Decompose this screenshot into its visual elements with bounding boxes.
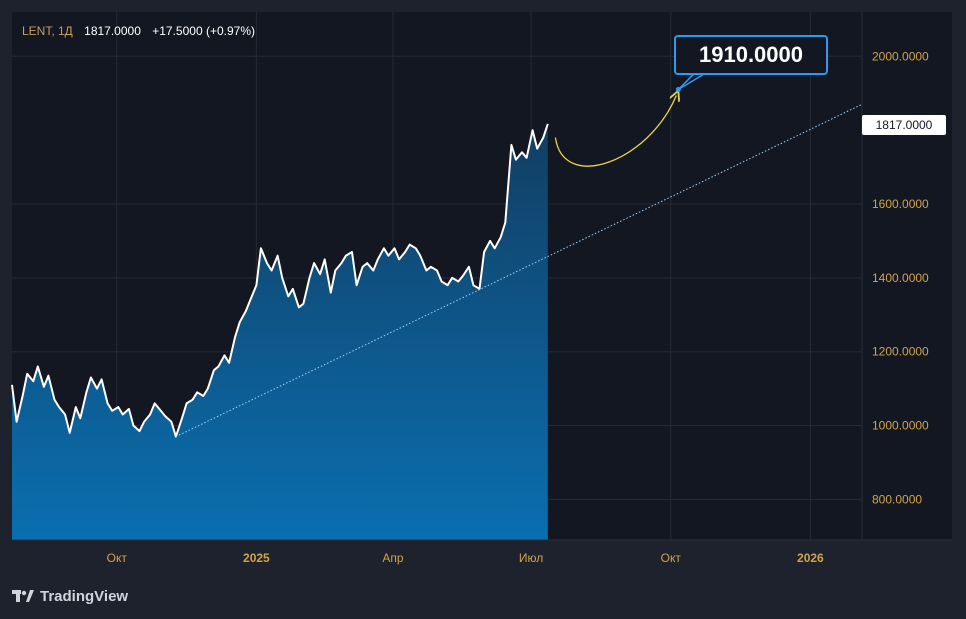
- price-area: [12, 123, 548, 541]
- y-tick-label: 1400.0000: [872, 271, 929, 285]
- forecast-arrow: [554, 96, 676, 167]
- target-point: [675, 87, 681, 93]
- target-price-callout[interactable]: 1910.0000: [674, 35, 828, 75]
- y-tick-label: 1200.0000: [872, 345, 929, 359]
- x-tick-label: Окт: [107, 551, 128, 565]
- y-tick-label: 2000.0000: [872, 49, 929, 63]
- legend-symbol: LENT, 1Д: [22, 24, 73, 38]
- price-line: [11, 123, 549, 438]
- y-tick-label: 800.0000: [872, 492, 922, 506]
- legend: LENT, 1Д 1817.0000 +17.5000 (+0.97%): [22, 24, 255, 38]
- tradingview-logo-icon: [12, 589, 34, 602]
- y-tick-label: 1000.0000: [872, 419, 929, 433]
- tradingview-brand[interactable]: TradingView: [12, 588, 128, 605]
- x-tick-label: Окт: [661, 551, 682, 565]
- trend-line: [175, 103, 863, 438]
- x-tick-label: Апр: [382, 551, 404, 565]
- y-tick-label: 1600.0000: [872, 197, 929, 211]
- brand-name: TradingView: [40, 588, 129, 605]
- last-price-badge: 1817.0000: [862, 115, 946, 135]
- legend-price: 1817.0000: [84, 24, 141, 38]
- x-tick-label: 2026: [797, 551, 824, 565]
- x-tick-label: 2025: [243, 551, 270, 565]
- x-tick-label: Июл: [519, 551, 543, 565]
- legend-change: +17.5000 (+0.97%): [152, 24, 255, 38]
